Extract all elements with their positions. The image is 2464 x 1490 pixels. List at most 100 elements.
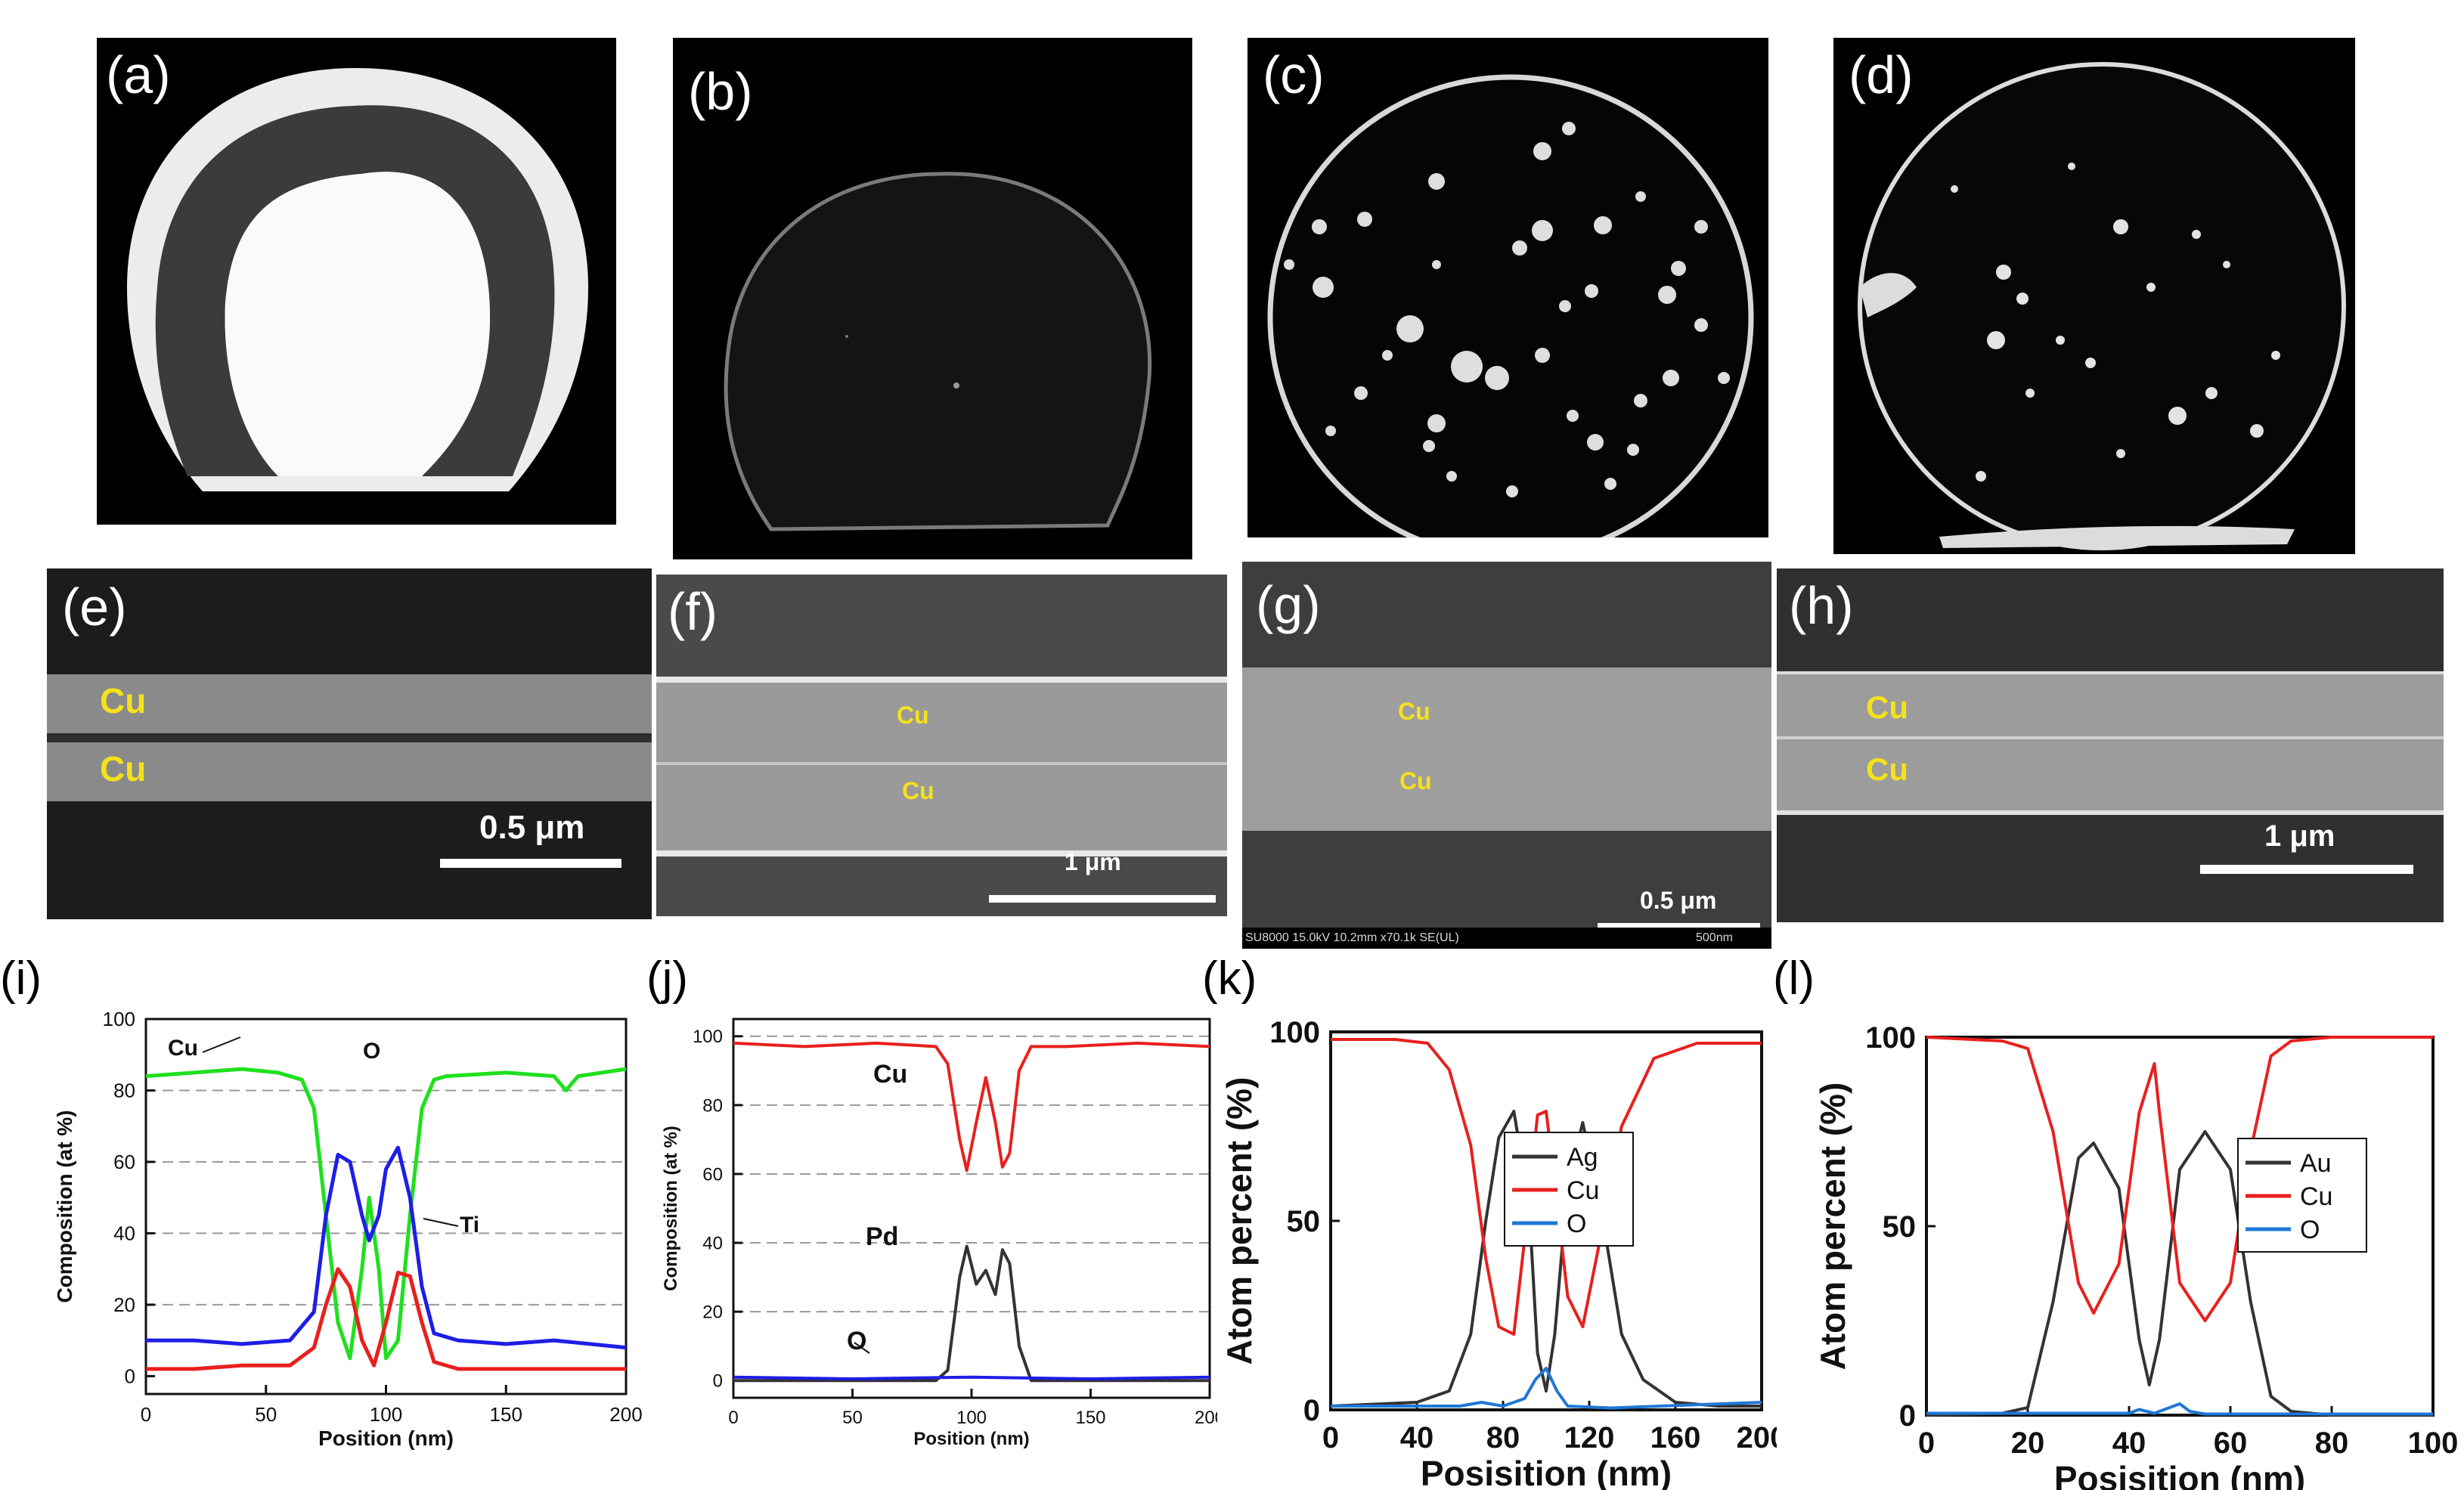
y-tick-label: 100 <box>103 1008 135 1030</box>
x-tick-label: 100 <box>956 1408 987 1428</box>
scale-bar <box>1598 923 1760 929</box>
annotation-arrow <box>423 1218 459 1227</box>
annotation-arrow <box>854 1342 870 1354</box>
y-tick-label: 80 <box>113 1080 135 1102</box>
panel-e: Cu Cu 0.5 μm (e) <box>47 568 652 919</box>
y-tick-label: 60 <box>702 1164 723 1185</box>
panel-label-e: (e) <box>62 578 127 637</box>
y-tick-label: 100 <box>1269 1016 1320 1049</box>
x-tick-label: 160 <box>1650 1421 1701 1454</box>
series-line-cu <box>1331 1038 1762 1336</box>
wire-cross-section-c <box>1247 38 1768 537</box>
cu-label-top: Cu <box>897 702 929 729</box>
cu-label-top: Cu <box>100 681 147 720</box>
panel-label-d: (d) <box>1849 45 1914 104</box>
panel-label-c: (c) <box>1263 45 1325 104</box>
x-tick-label: 20 <box>2011 1426 2045 1460</box>
cu-label-top: Cu <box>1866 689 1908 725</box>
x-tick-label: 120 <box>1564 1421 1615 1454</box>
sem-info-bar <box>1242 928 1771 949</box>
legend-label-ag: Ag <box>1567 1143 1598 1172</box>
y-tick-label: 20 <box>113 1293 135 1316</box>
panel-g: Cu Cu 0.5 μm SU8000 15.0kV 10.2mm x70.1k… <box>1242 562 1771 949</box>
sem-info-text: SU8000 15.0kV 10.2mm x70.1k SE(UL) <box>1245 931 1459 944</box>
series-line-cu <box>733 1041 1210 1172</box>
x-axis-title: Position (nm) <box>913 1429 1029 1449</box>
series-line-cu <box>1926 1036 2433 1322</box>
cu-label-bottom: Cu <box>902 777 934 804</box>
x-axis-title: Posisition (nm) <box>1421 1454 1672 1490</box>
y-tick-label: 0 <box>125 1365 135 1387</box>
cu-label-bottom: Cu <box>100 749 147 788</box>
cu-label-top: Cu <box>1398 698 1430 725</box>
panel-label-l: (l) <box>1773 953 1815 1005</box>
panel-c: (c) <box>1247 38 1768 537</box>
scale-bar <box>989 895 1216 903</box>
bond-interface-line <box>656 762 1227 765</box>
series-line-pd <box>733 1244 1210 1383</box>
line-chart-k: 0 40 80 120 160 200 0 50 100 Posisition (nm) Atom … <box>1220 1016 1777 1490</box>
legend-label-o: O <box>1567 1210 1586 1238</box>
series-line-o <box>1331 1367 1762 1410</box>
x-tick-label: 80 <box>2315 1426 2349 1460</box>
panel-label-i: (i) <box>0 953 42 1005</box>
y-tick-label: 0 <box>713 1371 723 1392</box>
annotation-o: O <box>847 1327 866 1355</box>
y-tick-label: 20 <box>702 1303 723 1323</box>
series-line-o <box>1926 1402 2433 1416</box>
x-tick-label: 100 <box>370 1403 402 1426</box>
annotation-cu: Cu <box>873 1060 907 1089</box>
x-tick-label: 40 <box>1400 1421 1434 1454</box>
panel-label-h: (h) <box>1789 576 1854 635</box>
x-tick-label: 200 <box>1737 1421 1777 1454</box>
panel-label-a: (a) <box>106 45 171 104</box>
x-tick-label: 150 <box>490 1403 522 1426</box>
scale-bar <box>2200 865 2413 874</box>
annotation-o: O <box>363 1039 380 1064</box>
plot-frame <box>732 1018 1211 1399</box>
series-line-o <box>146 1145 627 1350</box>
x-tick-label: 150 <box>1075 1408 1105 1428</box>
copper-layer <box>1242 668 1771 831</box>
wire-cross-section-a <box>97 38 616 525</box>
copper-layer <box>1777 671 2444 815</box>
y-tick-label: 80 <box>702 1095 723 1116</box>
annotation-pd: Pd <box>866 1222 898 1251</box>
x-tick-label: 0 <box>141 1403 151 1426</box>
cu-label-bottom: Cu <box>1399 767 1432 795</box>
y-tick-label: 50 <box>1287 1205 1321 1238</box>
wire-cross-section-d <box>1833 38 2355 554</box>
y-axis-title: Composition (at %) <box>53 1110 76 1303</box>
y-tick-label: 100 <box>693 1027 723 1047</box>
x-tick-label: 0 <box>1322 1421 1339 1454</box>
series-line-ag <box>1330 1110 1762 1408</box>
scale-bar-label: 0.5 μm <box>479 809 585 846</box>
y-tick-label: 100 <box>1865 1021 1916 1055</box>
bond-interface-line <box>1777 736 2444 739</box>
scale-bar <box>440 859 621 868</box>
x-tick-label: 50 <box>255 1403 277 1426</box>
series-line-ti <box>146 1267 626 1371</box>
annotation-cu: Cu <box>168 1036 198 1061</box>
x-tick-label: 80 <box>1486 1421 1520 1454</box>
x-tick-label: 60 <box>2214 1426 2248 1460</box>
series-line-au <box>1926 1130 2433 1417</box>
scale-bar-label: 0.5 μm <box>1640 887 1717 914</box>
y-tick-label: 0 <box>1899 1399 1916 1433</box>
legend-label-au: Au <box>2300 1149 2332 1178</box>
x-tick-label: 0 <box>728 1408 738 1428</box>
y-axis-title: Composition (at %) <box>661 1126 681 1291</box>
x-tick-label: 200 <box>1195 1408 1217 1428</box>
annotation-arrow <box>202 1036 241 1053</box>
panel-label-f: (f) <box>668 582 718 641</box>
series-line-cu <box>145 1067 627 1361</box>
bond-interface-line <box>47 733 652 742</box>
sem-scale-text: 500nm <box>1696 931 1733 944</box>
panel-label-b: (b) <box>688 62 753 121</box>
scale-bar-label: 1 μm <box>1065 848 1121 875</box>
annotation-ti: Ti <box>460 1213 479 1238</box>
wire-cross-section-b <box>673 38 1192 559</box>
line-chart-l: 0 20 40 60 80 100 0 50 100 Posisition (nm) Atom pe… <box>1813 1021 2458 1490</box>
